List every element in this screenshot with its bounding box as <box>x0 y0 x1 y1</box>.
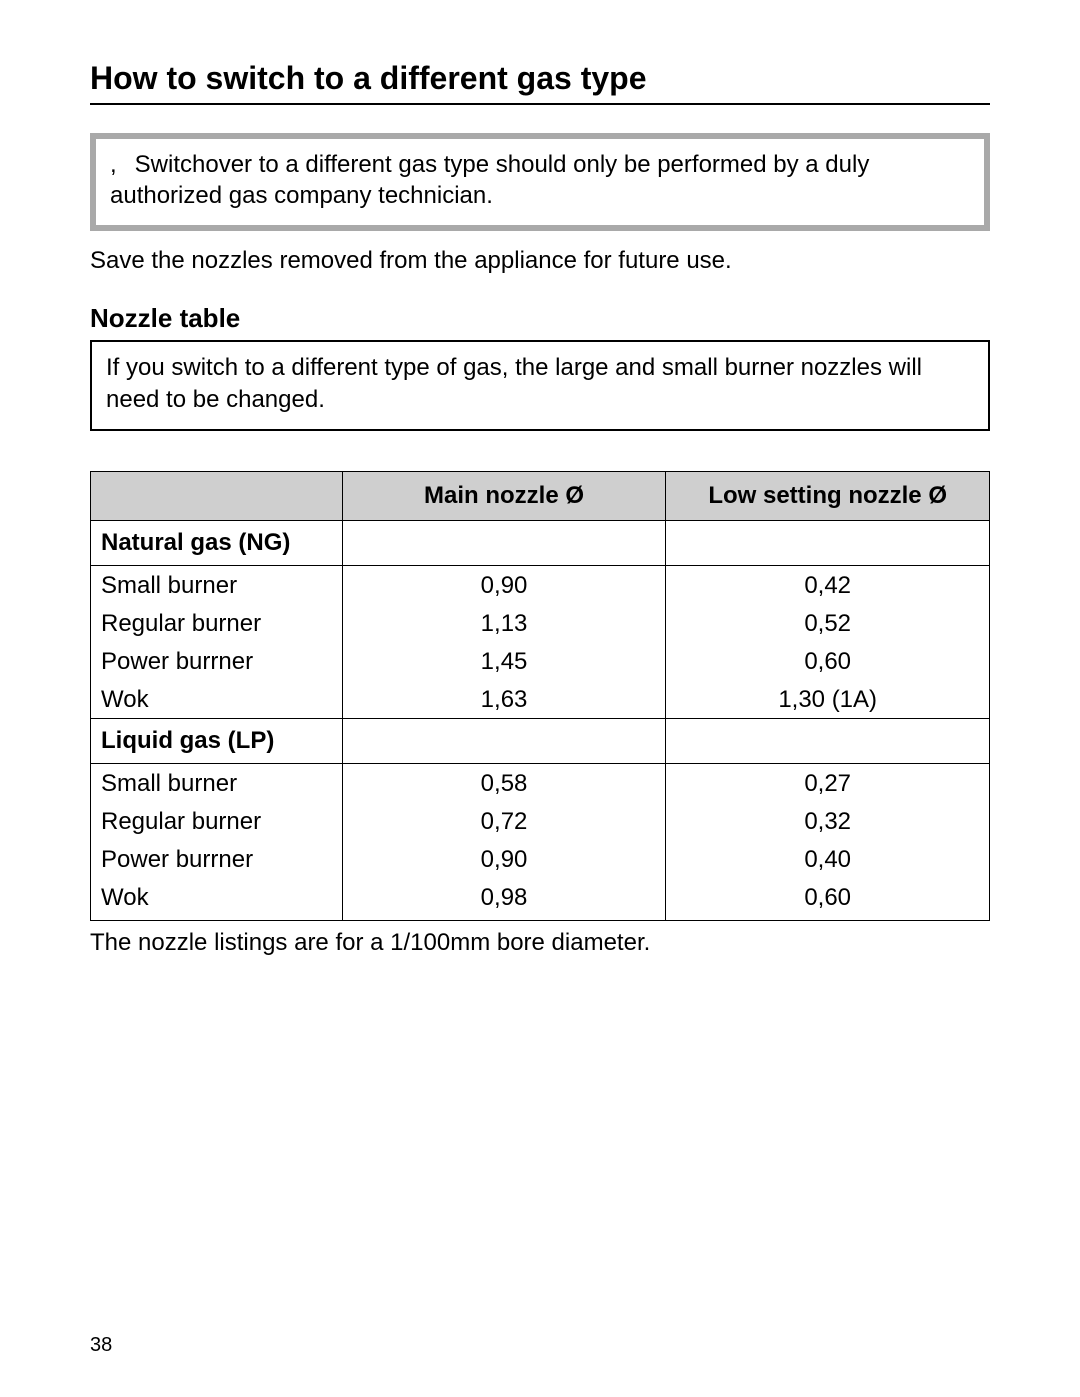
row-label: Regular burner <box>91 802 343 840</box>
row-main: 1,45 <box>342 642 666 680</box>
row-low: 0,60 <box>666 878 990 921</box>
callout-text: Switchover to a different gas type shoul… <box>110 151 869 209</box>
info-callout: If you switch to a different type of gas… <box>90 340 990 430</box>
table-header-blank <box>91 471 343 520</box>
table-row: Power burrner 1,45 0,60 <box>91 642 990 680</box>
table-footnote: The nozzle listings are for a 1/100mm bo… <box>90 929 990 957</box>
row-label: Regular burner <box>91 604 343 642</box>
table-row: Wok 0,98 0,60 <box>91 878 990 921</box>
section-label: Liquid gas (LP) <box>91 718 343 763</box>
row-main: 1,13 <box>342 604 666 642</box>
table-row: Small burner 0,58 0,27 <box>91 763 990 802</box>
row-main: 0,90 <box>342 840 666 878</box>
row-main: 0,58 <box>342 763 666 802</box>
row-low: 0,40 <box>666 840 990 878</box>
row-low: 1,30 (1A) <box>666 680 990 719</box>
row-label: Power burrner <box>91 840 343 878</box>
row-label: Power burrner <box>91 642 343 680</box>
table-row: Small burner 0,90 0,42 <box>91 565 990 604</box>
table-row: Regular burner 0,72 0,32 <box>91 802 990 840</box>
row-label: Wok <box>91 878 343 921</box>
page-number: 38 <box>90 1334 112 1357</box>
row-low: 0,52 <box>666 604 990 642</box>
page-title: How to switch to a different gas type <box>90 60 990 97</box>
table-row: Wok 1,63 1,30 (1A) <box>91 680 990 719</box>
nozzle-table: Main nozzle Ø Low setting nozzle Ø Natur… <box>90 471 990 921</box>
row-label: Small burner <box>91 565 343 604</box>
row-label: Small burner <box>91 763 343 802</box>
table-header-low: Low setting nozzle Ø <box>666 471 990 520</box>
body-paragraph-1: Save the nozzles removed from the applia… <box>90 247 990 275</box>
manual-page: How to switch to a different gas type ,S… <box>0 0 1080 1397</box>
table-row: Regular burner 1,13 0,52 <box>91 604 990 642</box>
table-header-main: Main nozzle Ø <box>342 471 666 520</box>
callout-lead-char: , <box>110 151 117 178</box>
row-low: 0,32 <box>666 802 990 840</box>
row-main: 1,63 <box>342 680 666 719</box>
row-main: 0,98 <box>342 878 666 921</box>
row-low: 0,27 <box>666 763 990 802</box>
table-section-ng: Natural gas (NG) <box>91 520 990 565</box>
row-low: 0,42 <box>666 565 990 604</box>
title-rule <box>90 103 990 105</box>
warning-callout: ,Switchover to a different gas type shou… <box>90 133 990 231</box>
row-main: 0,90 <box>342 565 666 604</box>
table-header-row: Main nozzle Ø Low setting nozzle Ø <box>91 471 990 520</box>
row-low: 0,60 <box>666 642 990 680</box>
section-label: Natural gas (NG) <box>91 520 343 565</box>
table-section-lp: Liquid gas (LP) <box>91 718 990 763</box>
row-label: Wok <box>91 680 343 719</box>
table-row: Power burrner 0,90 0,40 <box>91 840 990 878</box>
row-main: 0,72 <box>342 802 666 840</box>
nozzle-table-heading: Nozzle table <box>90 303 990 334</box>
